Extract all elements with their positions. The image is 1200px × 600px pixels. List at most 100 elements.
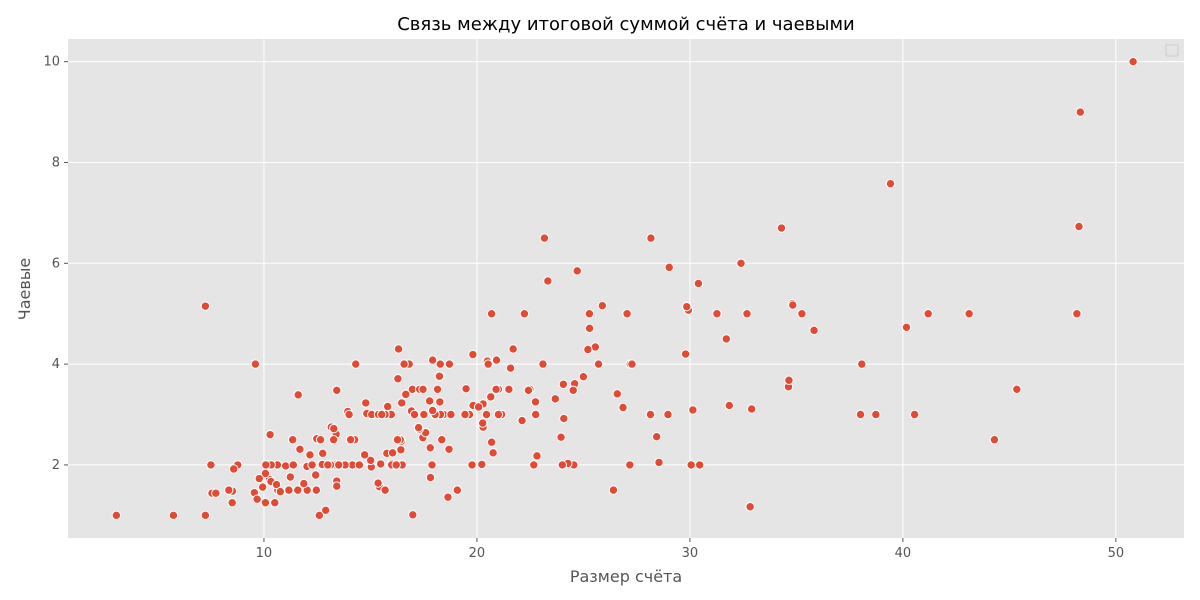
data-point xyxy=(572,266,582,276)
data-point xyxy=(625,460,635,470)
data-point xyxy=(736,258,746,268)
data-point xyxy=(295,444,305,454)
x-tick-label: 50 xyxy=(1108,546,1125,561)
data-point xyxy=(452,485,463,495)
data-point xyxy=(693,278,704,289)
data-point xyxy=(399,359,409,369)
data-point xyxy=(373,478,383,488)
data-point xyxy=(724,400,734,411)
data-point xyxy=(1012,384,1022,395)
data-point xyxy=(557,460,568,470)
data-point xyxy=(664,262,674,273)
data-point xyxy=(329,423,339,434)
data-point xyxy=(680,349,691,359)
data-point xyxy=(224,485,234,495)
y-tick-label: 8 xyxy=(52,155,60,170)
data-point xyxy=(532,451,542,461)
data-point xyxy=(491,384,501,395)
y-tick-label: 4 xyxy=(52,357,60,372)
data-point xyxy=(299,478,309,489)
data-point xyxy=(111,510,122,521)
data-point xyxy=(539,233,550,243)
data-point xyxy=(645,409,656,420)
data-point xyxy=(261,460,271,470)
data-point xyxy=(444,444,454,454)
data-point xyxy=(491,355,502,365)
data-point xyxy=(434,371,445,381)
data-point xyxy=(427,355,438,365)
data-point xyxy=(419,409,429,420)
data-point xyxy=(486,392,496,402)
data-point xyxy=(311,485,322,495)
data-point xyxy=(354,460,365,470)
data-point xyxy=(989,435,1000,445)
data-point xyxy=(909,409,920,420)
data-point xyxy=(1128,56,1138,67)
data-point xyxy=(332,385,342,396)
data-point xyxy=(855,409,866,420)
data-point xyxy=(310,470,321,480)
data-point xyxy=(275,486,286,497)
data-point xyxy=(646,233,656,243)
data-point xyxy=(597,300,608,311)
data-point xyxy=(788,300,798,310)
data-point xyxy=(280,461,291,471)
data-point xyxy=(885,178,896,189)
data-points xyxy=(111,56,1138,521)
data-point xyxy=(809,325,819,336)
data-point xyxy=(460,409,470,420)
data-point xyxy=(746,404,757,414)
data-point xyxy=(393,374,403,384)
data-point xyxy=(523,385,534,396)
data-point xyxy=(293,485,303,495)
data-point xyxy=(418,384,428,395)
data-point xyxy=(742,309,752,319)
data-point xyxy=(305,450,315,460)
data-point xyxy=(923,309,933,319)
data-point xyxy=(543,276,553,286)
data-point xyxy=(375,459,386,469)
data-point xyxy=(627,359,637,369)
data-point xyxy=(529,460,539,470)
x-tick-label: 40 xyxy=(895,546,912,561)
data-point xyxy=(252,494,262,504)
data-point xyxy=(608,485,619,495)
data-point xyxy=(504,384,514,395)
data-point xyxy=(392,435,403,445)
plot-area xyxy=(68,39,1184,538)
data-point xyxy=(618,402,628,413)
data-point xyxy=(361,398,371,408)
data-point xyxy=(229,464,239,474)
data-point xyxy=(351,359,361,369)
data-point xyxy=(593,359,604,369)
data-point xyxy=(612,389,622,399)
data-point xyxy=(365,455,376,466)
data-point xyxy=(857,359,867,369)
data-point xyxy=(488,448,498,458)
data-point xyxy=(328,435,339,445)
data-point xyxy=(654,457,664,468)
data-point xyxy=(745,502,755,512)
data-point xyxy=(168,510,179,521)
data-point xyxy=(443,492,453,502)
data-point xyxy=(1075,107,1085,117)
data-point xyxy=(461,384,471,394)
data-point xyxy=(265,429,275,440)
data-point xyxy=(712,309,722,319)
data-point xyxy=(468,349,478,360)
data-point xyxy=(477,418,488,428)
data-point xyxy=(287,435,298,445)
data-point xyxy=(486,309,497,319)
y-tick-label: 2 xyxy=(52,458,60,473)
data-point xyxy=(584,309,595,319)
y-tick-label: 6 xyxy=(52,256,60,271)
data-point xyxy=(578,372,589,382)
data-point xyxy=(467,460,477,470)
data-point xyxy=(964,309,974,319)
data-point xyxy=(444,359,455,369)
data-point xyxy=(477,459,487,470)
data-point xyxy=(538,359,548,369)
data-point xyxy=(401,389,411,400)
data-point xyxy=(519,309,530,319)
